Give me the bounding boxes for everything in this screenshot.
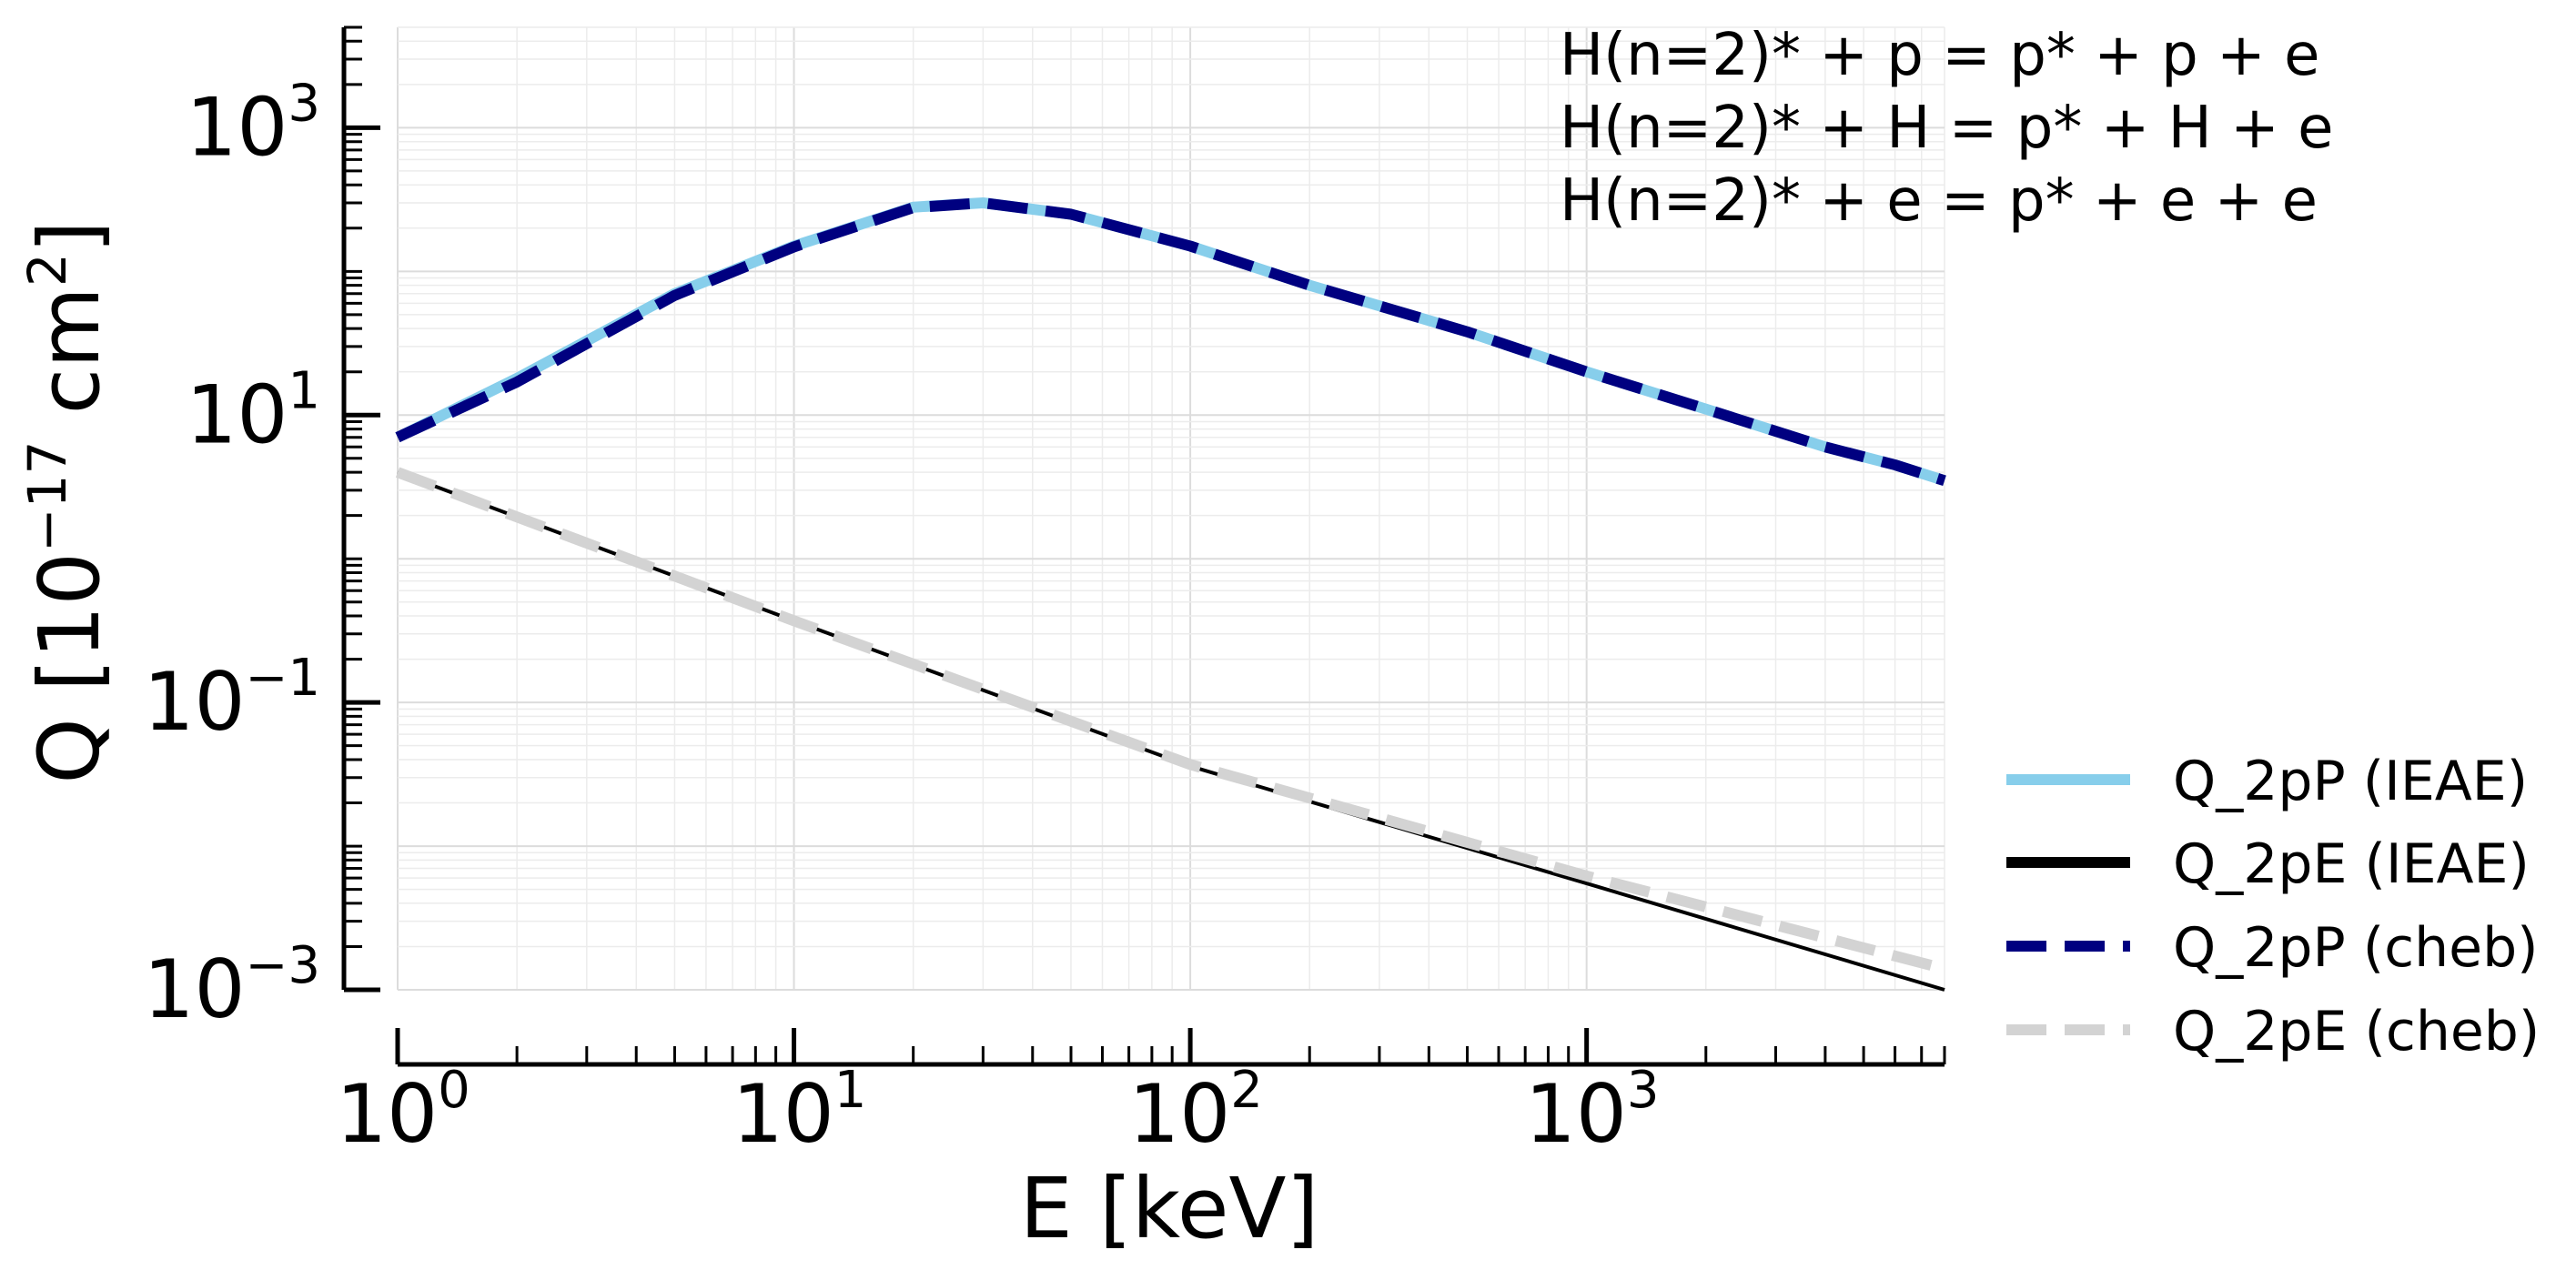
annotation-reaction-3: H(n=2)* + e = p* + e + e (1560, 167, 2318, 235)
x-tick-label: 103 (1525, 1061, 1660, 1161)
ticks (344, 25, 1946, 1064)
series-line-2 (395, 197, 1946, 487)
series-line-1 (397, 470, 1945, 992)
annotation-reaction-1: H(n=2)* + p = p* + p + e (1560, 22, 2319, 89)
x-tick-label: 100 (336, 1061, 470, 1161)
y-tick-label: 103 (186, 74, 320, 174)
x-tick-label: 102 (1128, 1061, 1263, 1161)
series-layer (395, 197, 1946, 992)
annotation-reaction-2: H(n=2)* + H = p* + H + e (1560, 95, 2333, 162)
legend-label-0: Q_2pP (IEAE) (2173, 750, 2528, 813)
y-tick-label: 10−1 (143, 649, 320, 749)
tick-labels: 100 101 102 103 10−3 10−1 101 103 (143, 74, 1659, 1161)
annotations: H(n=2)* + p = p* + p + e H(n=2)* + H = p… (1560, 22, 2333, 235)
y-tick-label: 101 (186, 361, 320, 461)
legend-label-1: Q_2pE (IEAE) (2173, 832, 2530, 896)
x-axis-label: E [keV] (1020, 1160, 1319, 1257)
x-tick-label: 101 (732, 1061, 867, 1161)
legend-label-2: Q_2pP (cheb) (2173, 916, 2539, 980)
series-line-3 (395, 467, 1946, 974)
y-axis-label: Q [10−17 cm2] (16, 220, 118, 783)
legend: Q_2pP (IEAE) Q_2pE (IEAE) Q_2pP (cheb) Q_2p… (2006, 750, 2540, 1063)
legend-label-3: Q_2pE (cheb) (2173, 1000, 2540, 1063)
y-tick-label: 10−3 (143, 936, 320, 1036)
